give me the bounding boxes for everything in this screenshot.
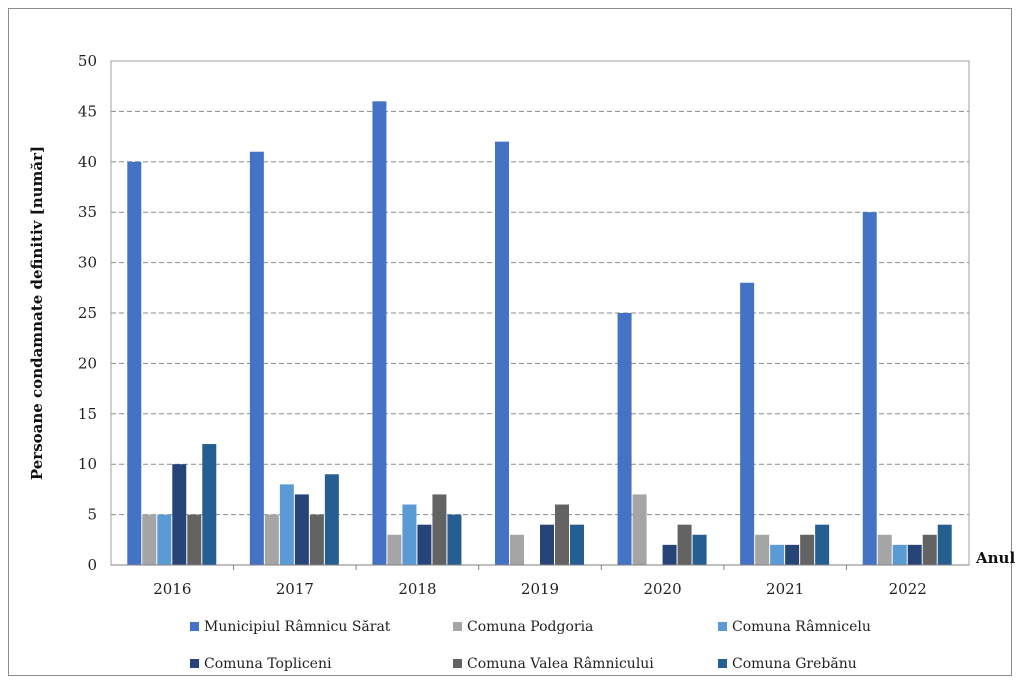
bar <box>202 444 217 565</box>
bar <box>417 524 432 565</box>
y-tick-label: 5 <box>87 506 97 524</box>
bar <box>447 514 462 565</box>
bar <box>309 514 324 565</box>
bar <box>264 514 279 565</box>
bar <box>294 494 309 565</box>
legend-swatch <box>190 659 199 668</box>
bar <box>555 504 569 565</box>
x-tick-label: 2022 <box>889 580 927 598</box>
bar <box>755 534 770 565</box>
x-tick-label: 2019 <box>521 580 559 598</box>
bar <box>432 494 447 565</box>
legend-swatch <box>718 659 727 668</box>
bar <box>922 534 937 565</box>
y-tick-label: 50 <box>78 52 97 70</box>
bar <box>907 544 922 565</box>
legend-label: Comuna Podgoria <box>467 619 593 635</box>
bar <box>157 514 172 565</box>
x-axis-ticks: 2016 2017 2018 2019 2020 2021 2022 <box>153 565 927 598</box>
y-tick-label: 0 <box>87 556 97 574</box>
x-axis-label: Anul <box>975 549 1015 567</box>
bar <box>877 534 892 565</box>
bar <box>540 524 554 565</box>
bar <box>862 212 877 565</box>
bars <box>127 101 952 566</box>
x-tick-label: 2016 <box>153 580 191 598</box>
bar <box>172 464 187 565</box>
y-tick-label: 45 <box>78 102 97 120</box>
bar <box>187 514 202 565</box>
bar <box>372 101 387 565</box>
y-tick-label: 10 <box>78 455 97 473</box>
y-tick-label: 30 <box>78 254 97 272</box>
y-axis-label: Persoane condamnate definitiv [număr] <box>28 146 46 480</box>
y-tick-label: 15 <box>78 405 97 423</box>
x-tick-label: 2021 <box>766 580 804 598</box>
legend-label: Comuna Topliceni <box>204 656 332 672</box>
bar <box>815 524 830 565</box>
y-tick-label: 35 <box>78 203 97 221</box>
legend-label: Comuna Valea Râmnicului <box>467 656 654 672</box>
bar <box>127 161 142 566</box>
x-tick-label: 2018 <box>398 580 436 598</box>
bar <box>892 544 907 565</box>
y-tick-label: 25 <box>78 304 97 322</box>
bar <box>402 504 417 565</box>
bar <box>279 484 294 565</box>
legend-label: Municipiul Râmnicu Sărat <box>204 619 391 635</box>
bar <box>937 524 952 565</box>
bar <box>324 474 339 565</box>
bar <box>249 151 264 565</box>
legend-swatch <box>190 622 199 631</box>
x-tick-label: 2017 <box>276 580 314 598</box>
bar <box>495 141 509 565</box>
bar <box>800 534 815 565</box>
y-tick-label: 40 <box>78 153 97 171</box>
bar <box>770 544 785 565</box>
bar <box>387 534 402 565</box>
bar <box>692 534 707 565</box>
legend-swatch <box>718 622 727 631</box>
y-tick-label: 20 <box>78 354 97 372</box>
bar <box>740 282 755 565</box>
x-tick-label: 2020 <box>643 580 681 598</box>
legend-swatch <box>453 659 462 668</box>
legend-label: Comuna Grebănu <box>732 656 857 672</box>
legend-swatch <box>453 622 462 631</box>
bar <box>617 313 632 565</box>
bar <box>510 534 524 565</box>
bar <box>785 544 800 565</box>
bar <box>632 494 647 565</box>
bar <box>142 514 157 565</box>
grid-lines <box>111 110 969 516</box>
legend: Municipiul Râmnicu Sărat Comuna Podgoria C… <box>190 619 871 672</box>
legend-label: Comuna Râmnicelu <box>732 619 871 635</box>
y-axis-ticks: 0 5 10 15 20 25 30 35 40 45 50 <box>78 52 97 574</box>
bar <box>570 524 584 565</box>
bar <box>677 524 692 565</box>
bar <box>662 544 677 565</box>
